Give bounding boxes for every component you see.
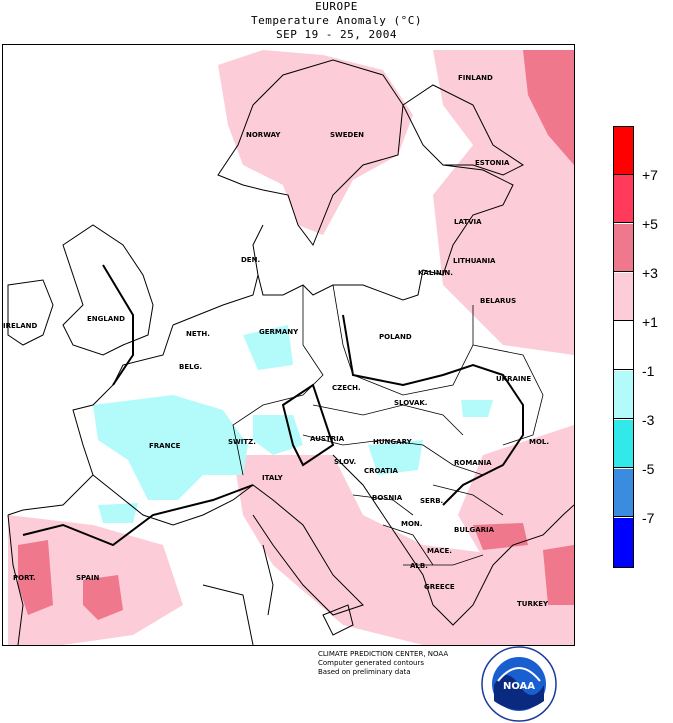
legend-label-minus1: -1 — [642, 363, 655, 379]
label-serb: SERB. — [420, 497, 443, 505]
label-estonia: ESTONIA — [475, 159, 510, 167]
label-turkey: TURKEY — [517, 600, 549, 608]
coastlines — [7, 59, 574, 645]
legend-label-minus5: -5 — [642, 461, 655, 477]
credits-line-1: CLIMATE PREDICTION CENTER, NOAA — [318, 650, 449, 658]
label-neth: NETH. — [186, 330, 210, 338]
label-den: DEN. — [241, 256, 260, 264]
label-romania: ROMANIA — [454, 459, 492, 467]
anomaly-shading — [8, 50, 574, 645]
label-bulgaria: BULGARIA — [454, 526, 495, 534]
legend-box-1-3 — [614, 273, 633, 321]
label-mol: MOL. — [529, 438, 549, 446]
label-austria: AUSTRIA — [310, 435, 345, 443]
label-czech: CZECH. — [332, 384, 361, 392]
label-sloven: SLOV. — [334, 458, 356, 466]
legend-box-minus5-minus7 — [614, 469, 633, 517]
legend-label-plus7: +7 — [642, 167, 658, 183]
legend-box-neutral — [614, 322, 633, 370]
anomaly-map: FINLAND NORWAY SWEDEN ESTONIA LATVIA LIT… — [2, 44, 575, 646]
shade-italy-balkans — [233, 455, 574, 645]
legend-box-minus1-minus3 — [614, 371, 633, 419]
legend-label-plus1: +1 — [642, 314, 658, 330]
label-latvia: LATVIA — [454, 218, 482, 226]
shade-turkey-west — [543, 545, 574, 605]
legend-box-3-5 — [614, 224, 633, 272]
contour-lines — [22, 264, 524, 547]
shade-france-cool — [93, 395, 248, 500]
label-ireland: IRELAND — [3, 322, 38, 330]
label-norway: NORWAY — [246, 131, 281, 139]
label-ukraine: UKRAINE — [496, 375, 531, 383]
legend-label-plus3: +3 — [642, 265, 658, 281]
label-port: PORT. — [13, 574, 36, 582]
label-belarus: BELARUS — [480, 297, 516, 305]
label-belg: BELG. — [179, 363, 202, 371]
credits-block: CLIMATE PREDICTION CENTER, NOAA Computer… — [318, 650, 448, 677]
map-variable-title: Temperature Anomaly (°C) — [251, 14, 422, 27]
label-germany: GERMANY — [259, 328, 299, 336]
label-bosnia: BOSNIA — [372, 494, 403, 502]
shade-alps-cool — [253, 415, 303, 455]
label-alb: ALB. — [410, 562, 428, 570]
label-slovak: SLOVAK. — [394, 399, 427, 407]
label-hungary: HUNGARY — [373, 438, 413, 446]
shade-finland-baltics — [433, 50, 574, 355]
shade-croatia-cool — [368, 440, 423, 475]
label-kaliningrad: KALININ. — [418, 269, 453, 277]
shade-spain-cool — [98, 503, 138, 523]
anomaly-map-svg: FINLAND NORWAY SWEDEN ESTONIA LATVIA LIT… — [3, 50, 574, 645]
legend-label-minus3: -3 — [642, 412, 655, 428]
shade-scandinavia — [218, 50, 413, 235]
noaa-logo: NOAA — [481, 646, 557, 722]
label-sweden: SWEDEN — [330, 131, 364, 139]
label-italy: ITALY — [262, 474, 284, 482]
label-england: ENGLAND — [87, 315, 125, 323]
shade-germany-cool — [243, 325, 293, 370]
label-mace: MACE. — [427, 547, 452, 555]
map-period-title: SEP 19 - 25, 2004 — [275, 28, 398, 41]
map-region-title: EUROPE — [315, 0, 358, 13]
label-france: FRANCE — [149, 442, 181, 450]
legend-box-above-7 — [614, 127, 633, 175]
legend-label-plus5: +5 — [642, 216, 658, 232]
label-spain: SPAIN — [76, 574, 100, 582]
shade-ukraine-cool — [461, 400, 493, 417]
label-greece: GREECE — [424, 583, 455, 591]
color-legend — [613, 126, 634, 568]
legend-box-below-minus7 — [614, 518, 633, 567]
shade-spain-interior — [83, 575, 123, 620]
legend-box-5-7 — [614, 175, 633, 223]
shade-portugal — [18, 540, 53, 615]
country-labels: FINLAND NORWAY SWEDEN ESTONIA LATVIA LIT… — [3, 74, 549, 608]
shade-finland-east — [523, 50, 574, 165]
label-finland: FINLAND — [458, 74, 493, 82]
credits-line-3: Based on preliminary data — [318, 668, 411, 676]
label-croatia: CROATIA — [364, 467, 399, 475]
label-mon: MON. — [401, 520, 422, 528]
legend-box-minus3-minus5 — [614, 420, 633, 468]
noaa-logo-text: NOAA — [503, 681, 535, 692]
label-poland: POLAND — [379, 333, 412, 341]
label-switz: SWITZ. — [228, 438, 256, 446]
credits-line-2: Computer generated contours — [318, 659, 424, 667]
country-borders — [232, 284, 544, 566]
legend-label-minus7: -7 — [642, 510, 655, 526]
label-lithuania: LITHUANIA — [453, 257, 496, 265]
shade-bulgaria — [473, 523, 528, 550]
